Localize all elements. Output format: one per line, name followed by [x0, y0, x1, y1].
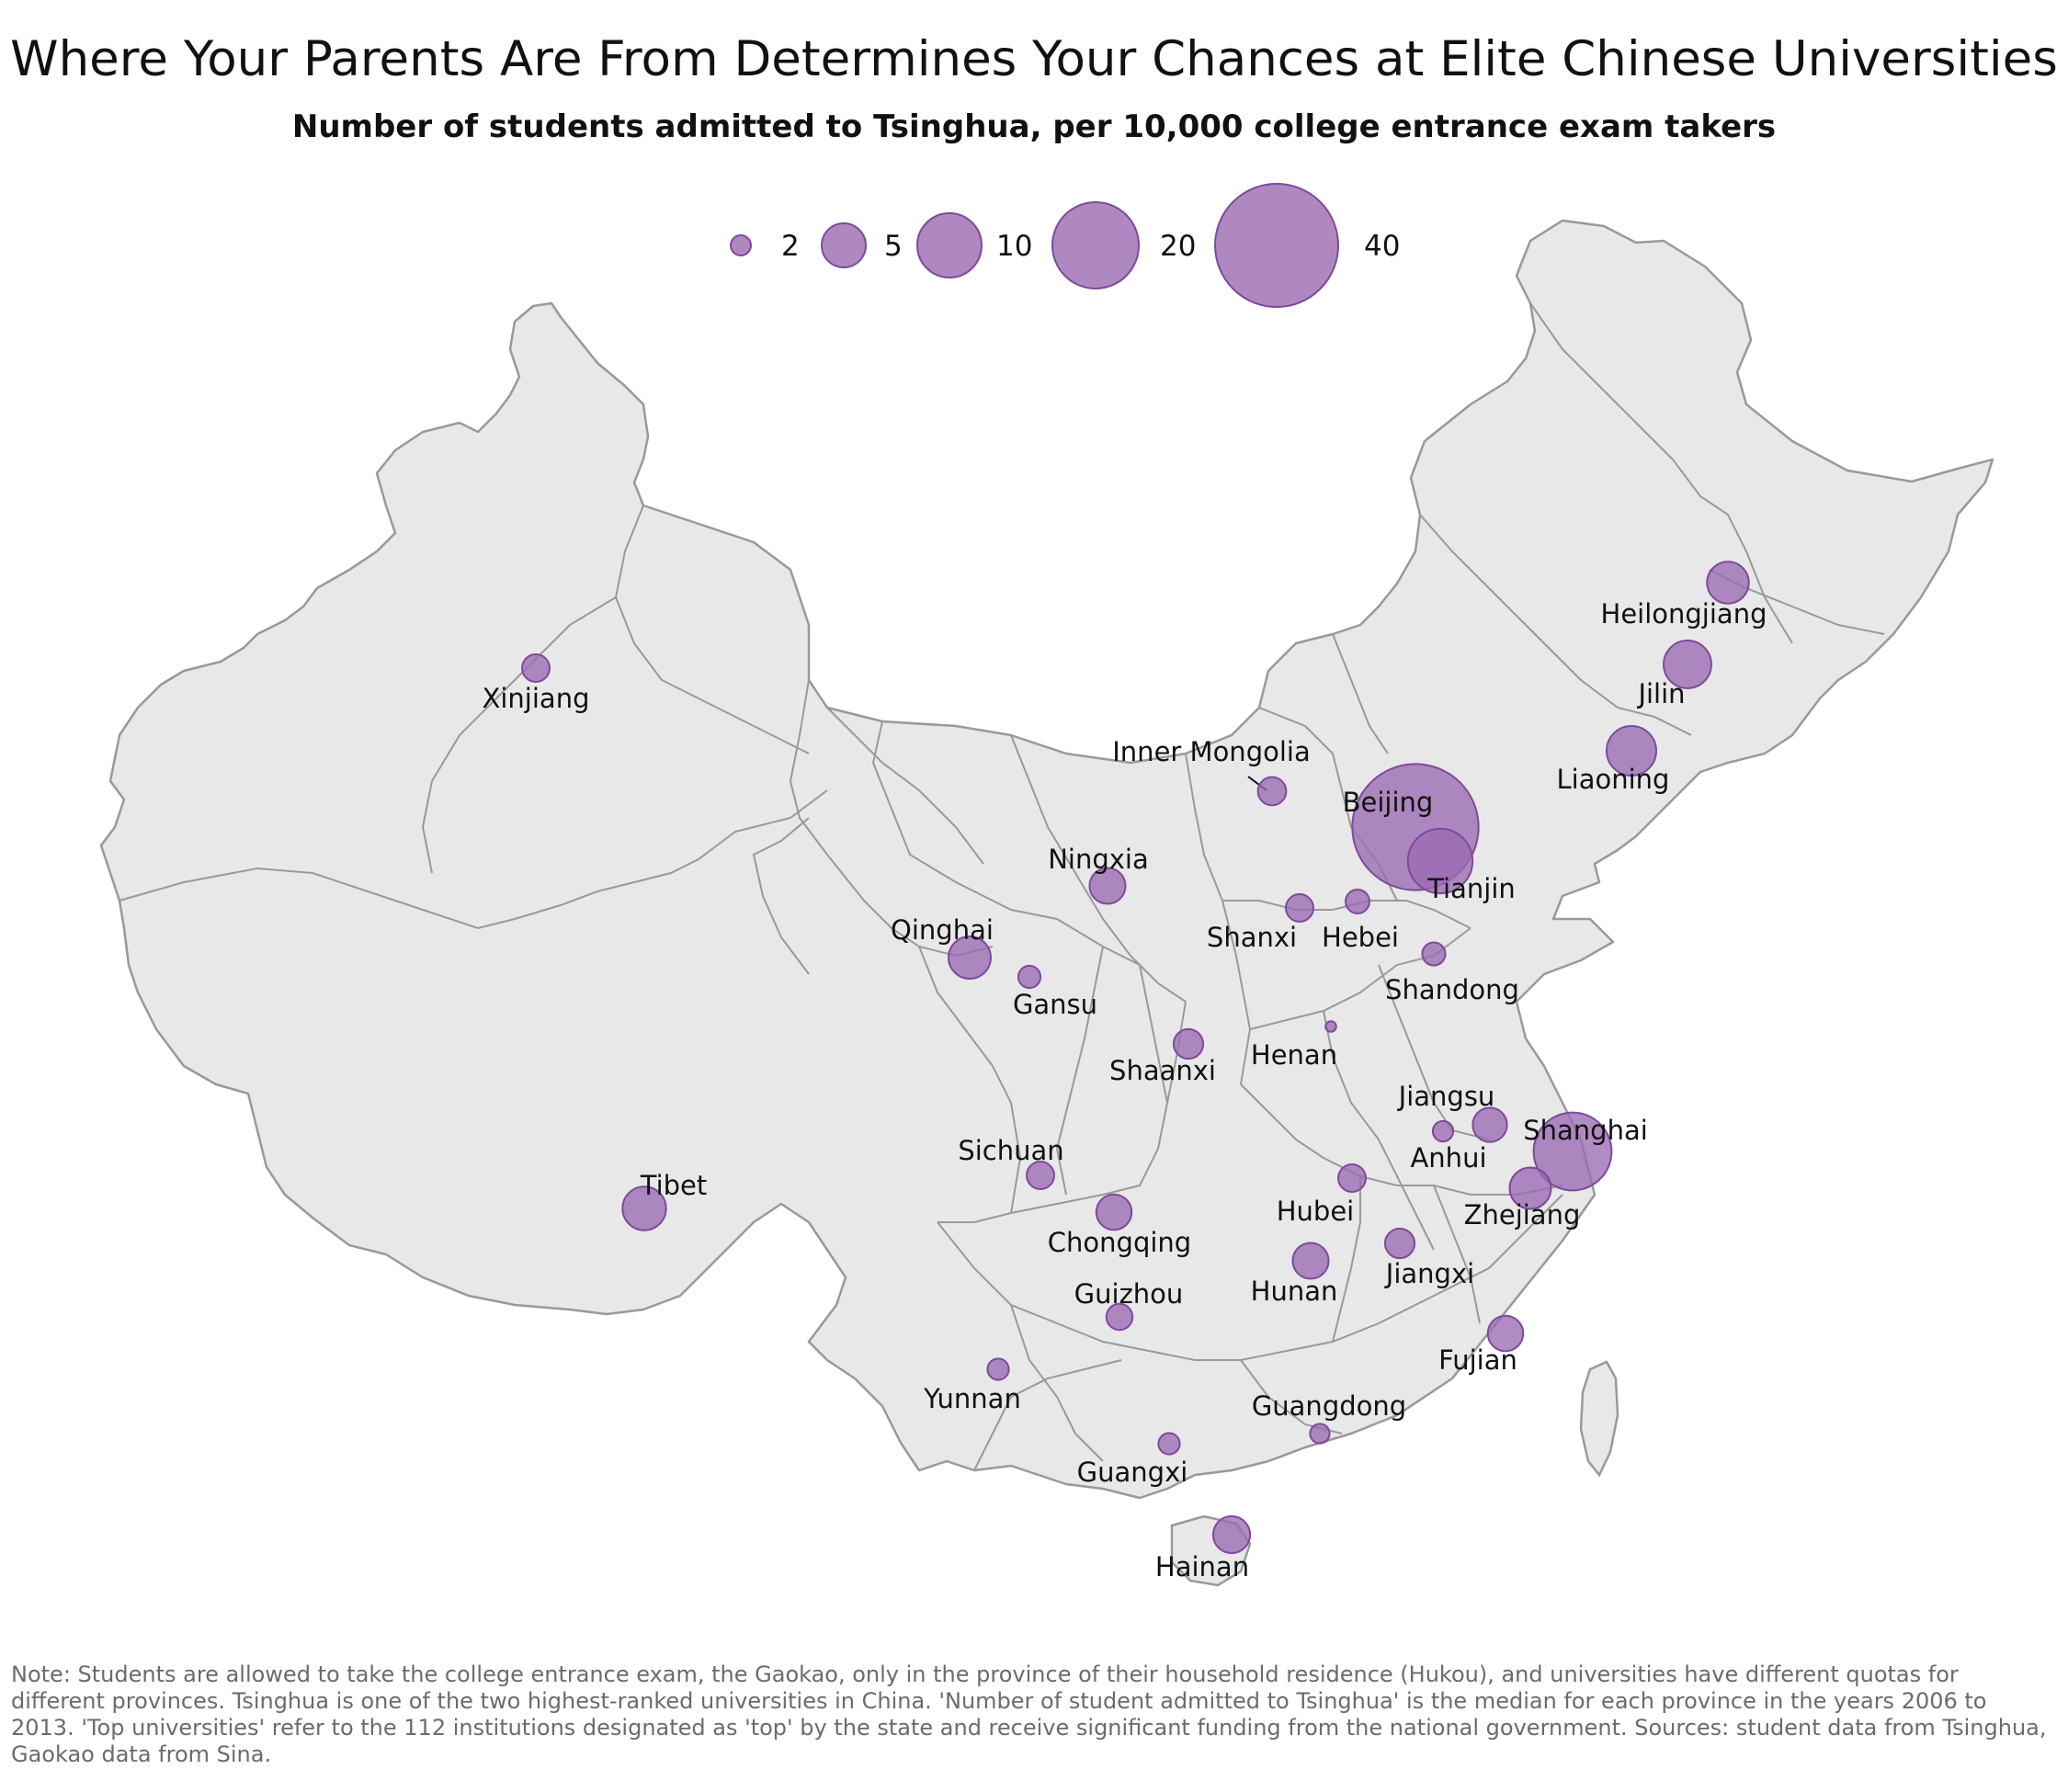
china-mainland-shape [99, 219, 1994, 1500]
bubble-gansu [1017, 964, 1042, 990]
label-shandong: Shandong [1385, 974, 1519, 1005]
bubble-shaanxi [1172, 1027, 1205, 1060]
label-guangdong: Guangdong [1252, 1390, 1406, 1422]
bubble-qinghai [948, 936, 992, 980]
bubble-tianjin [1406, 827, 1474, 895]
bubble-zhejiang [1508, 1166, 1552, 1210]
legend-label-5: 5 [884, 230, 903, 263]
bubble-shanghai [1532, 1111, 1613, 1192]
bubble-jiangsu [1471, 1106, 1508, 1143]
legend-bubble-40 [1214, 183, 1339, 308]
label-shaanxi: Shaanxi [1109, 1055, 1216, 1086]
bubble-anhui [1431, 1119, 1455, 1143]
label-jilin: Jilin [1636, 678, 1685, 709]
label-gansu: Gansu [1013, 989, 1097, 1020]
label-shanghai: Shanghai [1523, 1115, 1648, 1146]
province-labels: Xinjiang Tibet Qinghai Gansu Ningxia Inner Mo… [483, 598, 1767, 1582]
size-legend: 2 5 10 20 40 [730, 183, 1400, 308]
label-anhui: Anhui [1410, 1142, 1486, 1174]
bubble-heilongjiang [1706, 561, 1750, 605]
label-jiangxi: Jiangxi [1384, 1258, 1474, 1289]
footnote: Note: Students are allowed to take the c… [11, 1662, 2047, 1767]
taiwan-shape [1579, 1360, 1619, 1478]
map-title: Where Your Parents Are From Determines Y… [10, 31, 2058, 87]
bubble-fujian [1486, 1314, 1525, 1353]
legend-bubble-5 [821, 222, 867, 268]
label-hainan: Hainan [1155, 1551, 1249, 1582]
label-hunan: Hunan [1251, 1276, 1338, 1307]
bubble-xinjiang [521, 653, 551, 683]
label-shanxi: Shanxi [1207, 922, 1297, 953]
legend-label-20: 20 [1160, 230, 1196, 263]
bubble-inner-mongolia [1256, 776, 1288, 807]
legend-bubble-2 [730, 234, 752, 256]
label-hubei: Hubei [1277, 1196, 1355, 1227]
legend-bubble-20 [1051, 201, 1140, 289]
bubble-tibet [621, 1185, 667, 1231]
label-inner-mongolia: Inner Mongolia [1112, 736, 1310, 767]
bubble-hubei [1337, 1163, 1367, 1193]
label-beijing: Beijing [1343, 787, 1434, 818]
bubble-hebei [1345, 889, 1370, 914]
bubble-sichuan [1026, 1161, 1055, 1190]
bubble-henan [1324, 1020, 1337, 1033]
map-subtitle: Number of students admitted to Tsinghua,… [291, 108, 1777, 145]
label-heilongjiang: Heilongjiang [1601, 598, 1767, 629]
label-guangxi: Guangxi [1077, 1457, 1188, 1488]
label-yunnan: Yunnan [923, 1383, 1021, 1414]
bubble-chongqing [1095, 1193, 1133, 1231]
label-ningxia: Ningxia [1048, 844, 1149, 875]
legend-bubble-10 [916, 212, 983, 278]
bubble-ningxia [1088, 867, 1127, 905]
label-zhejiang: Zhejiang [1464, 1199, 1581, 1231]
bubble-guangxi [1157, 1432, 1181, 1456]
bubble-shandong [1421, 941, 1447, 967]
label-tibet: Tibet [640, 1170, 708, 1201]
label-hebei: Hebei [1322, 922, 1399, 953]
legend-label-2: 2 [781, 230, 800, 263]
legend-label-40: 40 [1364, 230, 1400, 263]
legend-label-10: 10 [996, 230, 1032, 263]
bubble-guizhou [1105, 1302, 1134, 1332]
bubble-shanxi [1285, 893, 1314, 923]
bubble-liaoning [1605, 724, 1658, 777]
label-qinghai: Qinghai [891, 914, 994, 946]
label-guizhou: Guizhou [1074, 1278, 1184, 1310]
label-sichuan: Sichuan [958, 1135, 1063, 1166]
label-fujian: Fujian [1438, 1344, 1517, 1376]
bubble-hainan [1211, 1514, 1252, 1555]
label-jiangsu: Jiangsu [1397, 1081, 1495, 1112]
bubble-yunnan [986, 1357, 1010, 1381]
bubble-jilin [1663, 640, 1712, 689]
label-chongqing: Chongqing [1048, 1227, 1191, 1258]
label-xinjiang: Xinjiang [483, 683, 590, 714]
bubble-hunan [1291, 1242, 1330, 1280]
label-liaoning: Liaoning [1557, 764, 1670, 795]
bubble-jiangxi [1383, 1227, 1416, 1260]
label-tianjin: Tianjin [1426, 873, 1516, 904]
province-bubbles [521, 561, 1750, 1555]
bubble-guangdong [1309, 1423, 1331, 1445]
label-henan: Henan [1251, 1039, 1337, 1071]
